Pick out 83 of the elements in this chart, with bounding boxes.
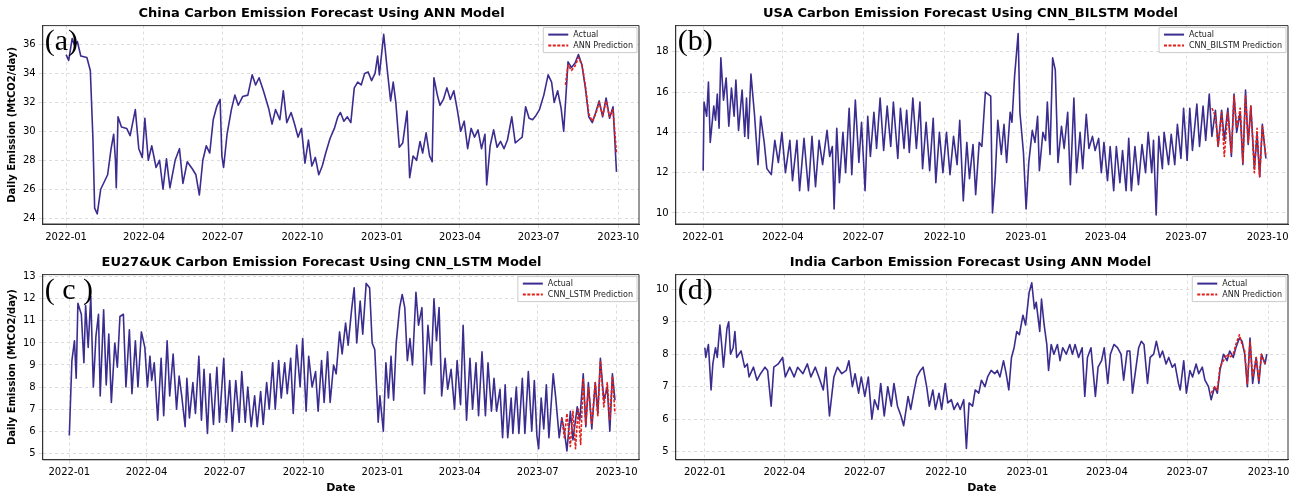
x-tick-label: 2023-04 [1084, 230, 1127, 242]
line-series [564, 56, 618, 154]
y-tick-label: 6 [29, 424, 36, 436]
y-tick-label: 13 [22, 270, 36, 282]
legend-label: Actual [1222, 278, 1248, 288]
x-tick-label: 2022-04 [761, 230, 804, 242]
annotation: (b) [677, 23, 713, 58]
x-tick-label: 2022-10 [282, 466, 325, 478]
legend-label: Actual [573, 29, 599, 39]
y-tick-label: 30 [22, 124, 36, 136]
x-tick-label: 2022-01 [48, 466, 91, 478]
y-tick-label: 24 [22, 211, 36, 223]
legend-label: ANN Prediction [1222, 289, 1283, 299]
legend-label: CNN_LSTM Prediction [547, 289, 634, 299]
x-axis-title: Date [326, 481, 356, 495]
y-tick-label: 28 [22, 153, 36, 165]
line-series [1211, 95, 1267, 178]
legend-label: CNN_BILSTM Prediction [1188, 40, 1282, 50]
y-axis-title: Daily Emission (MtCO2/day) [5, 289, 17, 446]
y-tick-label: 16 [655, 85, 669, 97]
y-tick-label: 36 [22, 38, 36, 50]
x-tick-label: 2022-10 [281, 230, 324, 242]
x-tick-label: 2022-04 [125, 466, 168, 478]
y-tick-label: 12 [22, 292, 36, 304]
y-tick-label: 10 [655, 206, 669, 218]
y-tick-label: 26 [22, 182, 36, 194]
chart-title: India Carbon Emission Forecast Using ANN Model [789, 254, 1152, 270]
y-tick-label: 6 [662, 412, 669, 424]
y-tick-label: 18 [655, 45, 669, 57]
x-tick-label: 2023-10 [1247, 466, 1290, 478]
y-tick-label: 11 [22, 314, 36, 326]
legend-label: Actual [1188, 29, 1215, 39]
y-tick-label: 9 [662, 315, 669, 327]
x-tick-label: 2022-01 [682, 230, 725, 242]
y-tick-label: 10 [22, 336, 36, 348]
line-series [560, 359, 616, 450]
x-tick-label: 2023-04 [438, 466, 481, 478]
y-tick-label: 10 [655, 282, 669, 294]
chart-title: China Carbon Emission Forecast Using ANN Model [138, 5, 505, 21]
x-tick-label: 2022-04 [763, 466, 806, 478]
annotation: ( c ) [44, 272, 94, 307]
legend-label: Actual [547, 278, 573, 288]
x-tick-label: 2022-01 [683, 466, 726, 478]
legend-label: ANN Prediction [573, 40, 634, 50]
x-tick-label: 2023-04 [438, 230, 481, 242]
x-tick-label: 2022-04 [123, 230, 165, 242]
x-tick-label: 2022-07 [842, 230, 885, 242]
line-series [1210, 333, 1266, 394]
y-tick-label: 8 [29, 380, 36, 392]
x-tick-label: 2022-10 [925, 466, 967, 478]
x-tick-label: 2022-10 [923, 230, 966, 242]
y-tick-label: 34 [22, 66, 36, 78]
x-tick-label: 2023-01 [1006, 466, 1049, 478]
y-tick-label: 9 [29, 358, 36, 370]
y-tick-label: 8 [662, 347, 669, 359]
y-tick-label: 32 [22, 95, 36, 107]
x-tick-label: 2023-04 [1085, 466, 1128, 478]
x-tick-label: 2022-07 [203, 466, 246, 478]
x-tick-label: 2023-10 [1246, 230, 1289, 242]
x-tick-label: 2023-01 [361, 466, 404, 478]
annotation: (a) [44, 23, 79, 58]
y-tick-label: 12 [655, 166, 669, 178]
x-tick-label: 2023-01 [1005, 230, 1047, 242]
x-tick-label: 2023-07 [1165, 230, 1208, 242]
y-axis-title: Daily Emission (MtCO2/day) [5, 46, 17, 203]
y-tick-label: 7 [29, 402, 36, 414]
x-tick-label: 2023-10 [597, 230, 640, 242]
chart-title: EU27&UK Carbon Emission Forecast Using CNN_LSTM Model [101, 254, 542, 271]
x-tick-label: 2023-07 [517, 230, 560, 242]
x-tick-label: 2023-07 [516, 466, 559, 478]
x-tick-label: 2023-07 [1166, 466, 1209, 478]
y-tick-label: 5 [662, 445, 669, 457]
x-tick-label: 2023-10 [595, 466, 638, 478]
x-axis-title: Date [967, 481, 997, 495]
y-tick-label: 5 [29, 446, 36, 458]
y-tick-label: 14 [655, 125, 669, 137]
x-tick-label: 2022-07 [201, 230, 244, 242]
x-tick-label: 2022-01 [45, 230, 87, 242]
y-tick-label: 7 [662, 380, 669, 392]
x-tick-label: 2022-07 [843, 466, 886, 478]
annotation: (d) [677, 272, 713, 307]
chart-title: USA Carbon Emission Forecast Using CNN_BILSTM Model [762, 5, 1179, 22]
x-tick-label: 2023-01 [361, 230, 403, 242]
